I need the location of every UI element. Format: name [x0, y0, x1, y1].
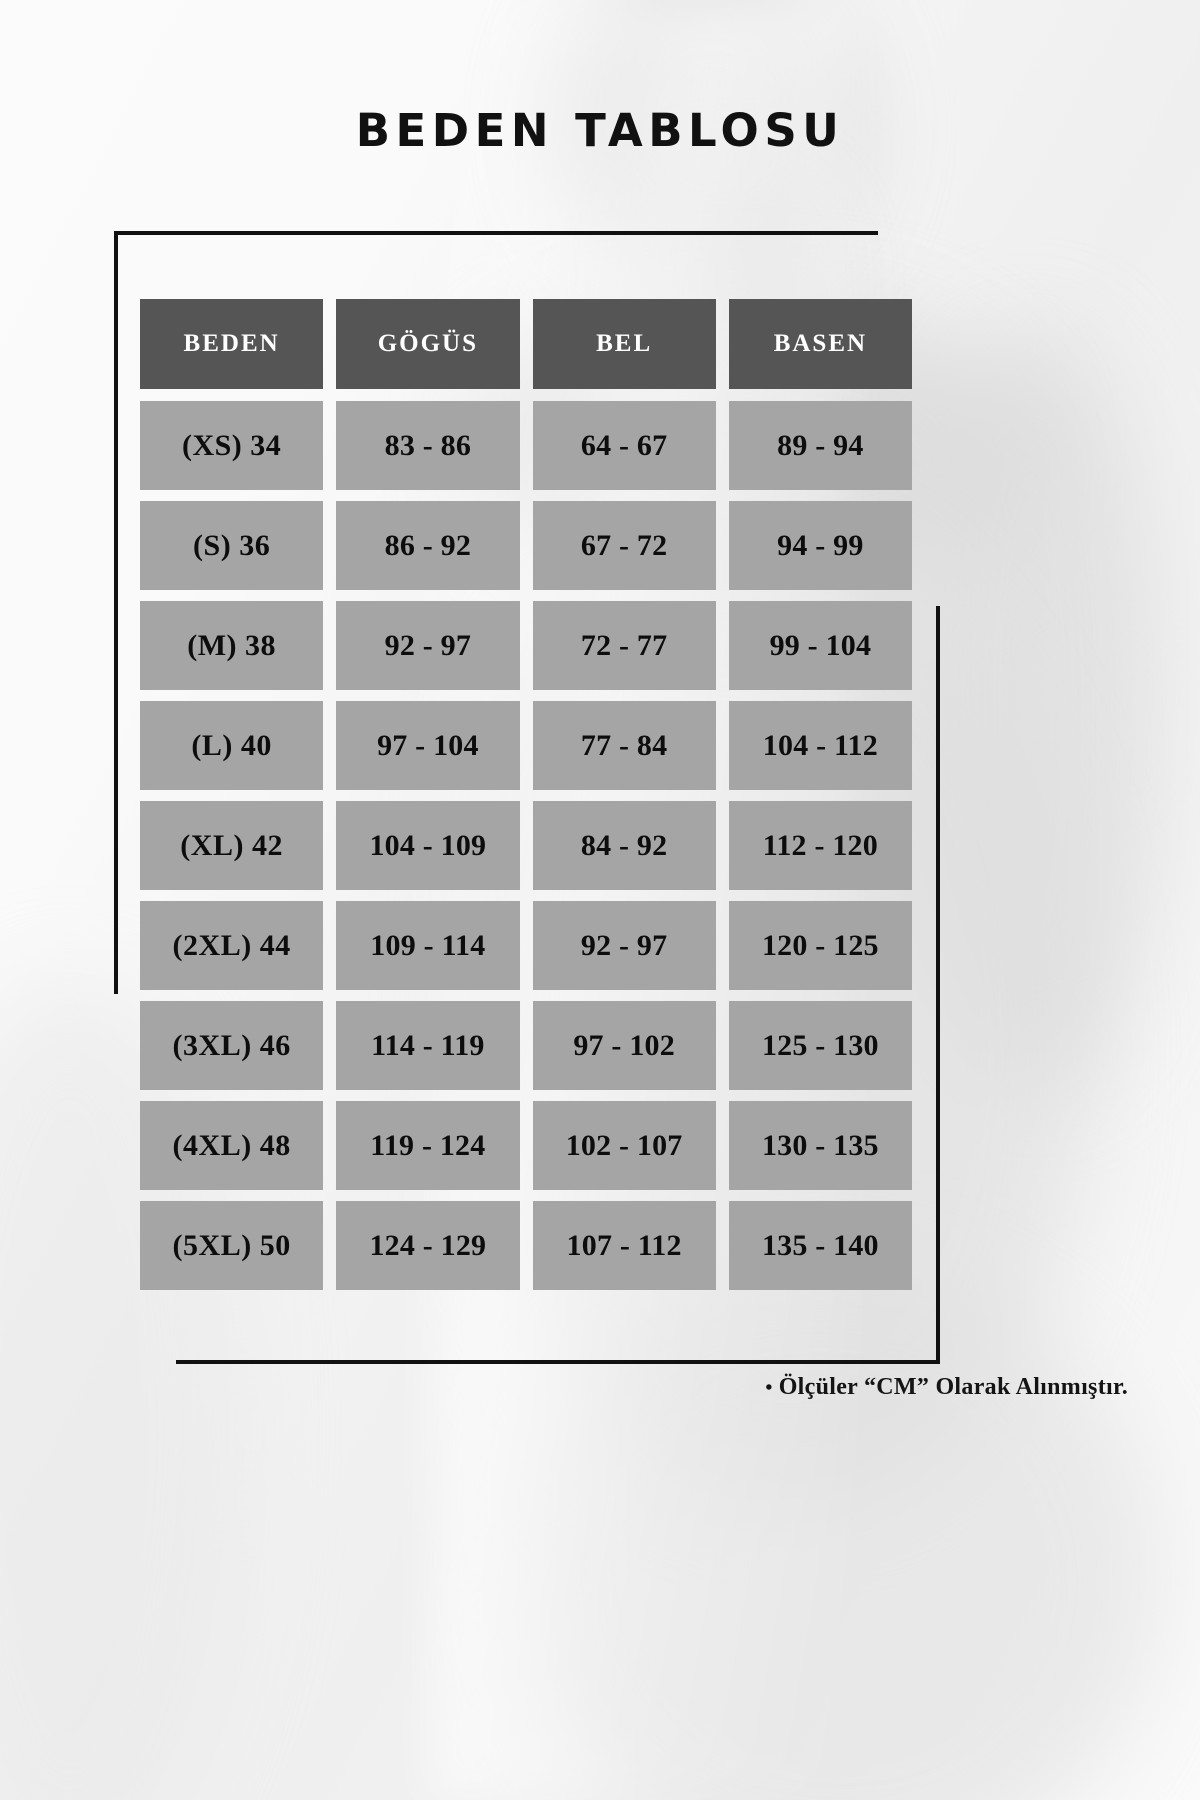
- column-header-bel: BEL: [532, 299, 716, 389]
- cell-basen: 104 - 112: [728, 701, 912, 790]
- cell-bel: 72 - 77: [532, 601, 716, 690]
- cell-bel: 97 - 102: [532, 1001, 716, 1090]
- cell-bel: 102 - 107: [532, 1101, 716, 1190]
- cell-basen: 99 - 104: [728, 601, 912, 690]
- table-row: (XS) 34 83 - 86 64 - 67 89 - 94: [140, 401, 912, 490]
- cell-beden: (2XL) 44: [140, 901, 324, 990]
- decorative-bracket-bottom: [176, 1360, 940, 1364]
- table-row: (4XL) 48 119 - 124 102 - 107 130 - 135: [140, 1101, 912, 1190]
- table-row: (2XL) 44 109 - 114 92 - 97 120 - 125: [140, 901, 912, 990]
- cell-beden: (XS) 34: [140, 401, 324, 490]
- cell-basen: 130 - 135: [728, 1101, 912, 1190]
- cell-basen: 125 - 130: [728, 1001, 912, 1090]
- cell-gogus: 114 - 119: [336, 1001, 520, 1090]
- bullet-icon: •: [765, 1376, 773, 1399]
- decorative-bracket-top: [114, 231, 878, 235]
- cell-basen: 135 - 140: [728, 1201, 912, 1290]
- cell-beden: (3XL) 46: [140, 1001, 324, 1090]
- cell-bel: 92 - 97: [532, 901, 716, 990]
- cell-beden: (S) 36: [140, 501, 324, 590]
- cell-basen: 112 - 120: [728, 801, 912, 890]
- column-header-basen: BASEN: [728, 299, 912, 389]
- table-row: (XL) 42 104 - 109 84 - 92 112 - 120: [140, 801, 912, 890]
- cell-gogus: 86 - 92: [336, 501, 520, 590]
- table-row: (S) 36 86 - 92 67 - 72 94 - 99: [140, 501, 912, 590]
- cell-bel: 77 - 84: [532, 701, 716, 790]
- cell-gogus: 124 - 129: [336, 1201, 520, 1290]
- cell-beden: (XL) 42: [140, 801, 324, 890]
- cell-gogus: 92 - 97: [336, 601, 520, 690]
- decorative-bracket-right: [936, 606, 940, 1364]
- table-row: (M) 38 92 - 97 72 - 77 99 - 104: [140, 601, 912, 690]
- cell-gogus: 97 - 104: [336, 701, 520, 790]
- cell-gogus: 104 - 109: [336, 801, 520, 890]
- cell-gogus: 83 - 86: [336, 401, 520, 490]
- decorative-bracket-left: [114, 231, 118, 994]
- footnote: • Ölçüler “CM” Olarak Alınmıştır.: [0, 1374, 1128, 1401]
- cell-bel: 67 - 72: [532, 501, 716, 590]
- column-header-gogus: GÖGÜS: [336, 299, 520, 389]
- table-header-row: BEDEN GÖGÜS BEL BASEN: [140, 299, 912, 389]
- cell-gogus: 109 - 114: [336, 901, 520, 990]
- cell-bel: 107 - 112: [532, 1201, 716, 1290]
- cell-gogus: 119 - 124: [336, 1101, 520, 1190]
- cell-basen: 120 - 125: [728, 901, 912, 990]
- cell-bel: 64 - 67: [532, 401, 716, 490]
- cell-bel: 84 - 92: [532, 801, 716, 890]
- size-table: BEDEN GÖGÜS BEL BASEN (XS) 34 83 - 86 64…: [140, 299, 912, 1301]
- footnote-text: Ölçüler “CM” Olarak Alınmıştır.: [778, 1374, 1128, 1400]
- table-row: (3XL) 46 114 - 119 97 - 102 125 - 130: [140, 1001, 912, 1090]
- cell-beden: (5XL) 50: [140, 1201, 324, 1290]
- cell-beden: (M) 38: [140, 601, 324, 690]
- cell-beden: (L) 40: [140, 701, 324, 790]
- page-title: BEDEN TABLOSU: [355, 104, 845, 157]
- table-row: (5XL) 50 124 - 129 107 - 112 135 - 140: [140, 1201, 912, 1290]
- cell-basen: 94 - 99: [728, 501, 912, 590]
- cell-basen: 89 - 94: [728, 401, 912, 490]
- cell-beden: (4XL) 48: [140, 1101, 324, 1190]
- table-row: (L) 40 97 - 104 77 - 84 104 - 112: [140, 701, 912, 790]
- column-header-beden: BEDEN: [140, 299, 324, 389]
